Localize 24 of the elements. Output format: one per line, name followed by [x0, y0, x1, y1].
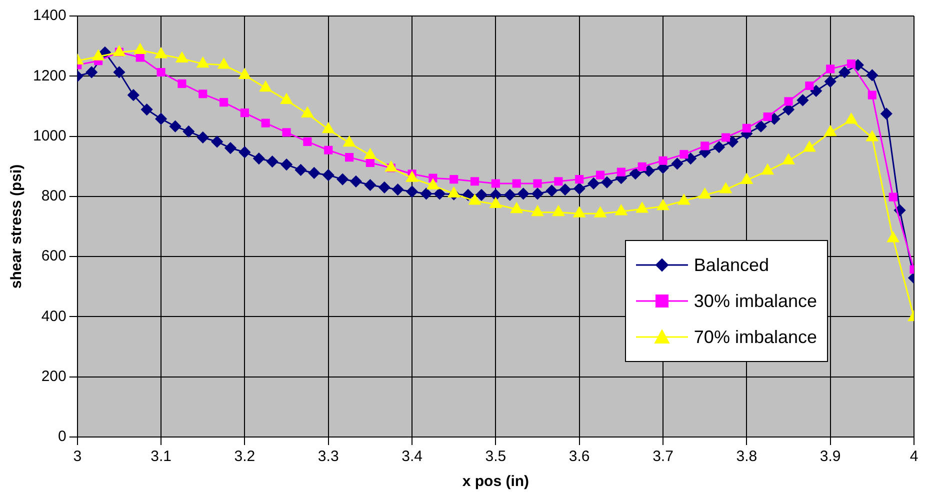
x-tick-label: 3 [73, 448, 82, 466]
y-tick-label: 600 [41, 248, 66, 265]
y-tick-label: 1000 [32, 127, 66, 144]
x-tick-label: 3.5 [485, 448, 506, 466]
y-tick-label: 1200 [32, 67, 66, 84]
y-tick-label: 200 [41, 368, 66, 385]
legend-label: Balanced [694, 254, 769, 276]
y-tick-label: 800 [41, 188, 66, 205]
y-tick-label: 1400 [32, 7, 66, 24]
x-tick-label: 3.1 [150, 448, 172, 466]
x-tick-label: 3.4 [402, 448, 422, 466]
x-tick-label: 3.8 [736, 448, 758, 466]
x-tick-label: 3.2 [234, 448, 256, 466]
y-tick-label: 0 [58, 428, 66, 446]
y-tick-label: 400 [41, 308, 66, 325]
legend-label: 70% imbalance [694, 326, 817, 348]
x-tick-label: 3.9 [820, 448, 841, 466]
x-tick-label: 4 [910, 448, 918, 466]
legend-label: 30% imbalance [694, 290, 817, 312]
x-tick-label: 3.7 [652, 448, 674, 466]
y-axis-title: shear stress (psi) [8, 164, 26, 289]
x-tick-label: 3.6 [568, 448, 590, 466]
x-tick-label: 3.3 [318, 448, 339, 466]
x-axis-title: x pos (in) [462, 473, 530, 490]
